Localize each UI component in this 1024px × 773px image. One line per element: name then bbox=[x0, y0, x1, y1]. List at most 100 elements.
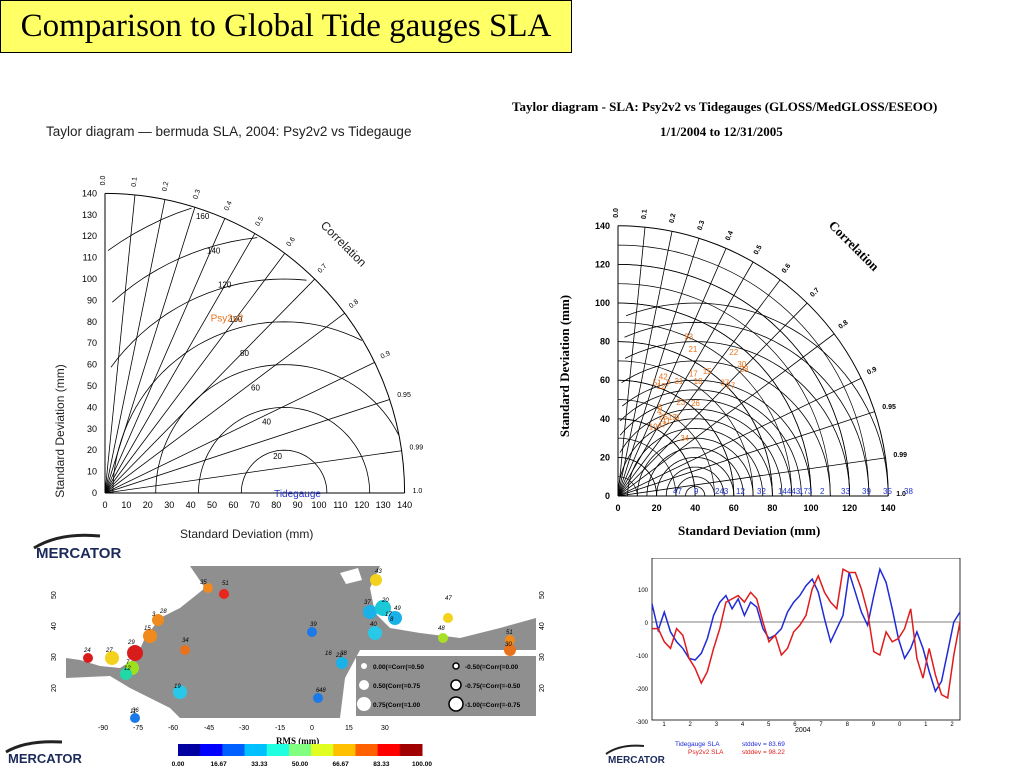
station-point-label: 15 bbox=[703, 367, 712, 376]
mercator-brand-text-ts: MERCATOR bbox=[608, 755, 666, 766]
station-number-label: 20 bbox=[381, 598, 389, 604]
taylor-rms-arc bbox=[622, 379, 812, 497]
reference-axis-label: 33 bbox=[841, 487, 850, 496]
left-taylor-correlation-label: Correlation bbox=[318, 218, 369, 269]
timeseries-month-tick: 0 bbox=[898, 722, 902, 728]
timeseries-y-tick: 100 bbox=[638, 588, 649, 594]
map-lon-tick: 0 bbox=[310, 725, 314, 732]
station-marker bbox=[173, 685, 187, 699]
taylor-corr-tick-label: 0.0 bbox=[100, 176, 107, 186]
map-lat-tick-right: 50 bbox=[539, 591, 546, 599]
map-lat-tick-right: 30 bbox=[539, 653, 546, 661]
timeseries-xlabel: 2004 bbox=[795, 727, 811, 734]
taylor-x-tick: 10 bbox=[121, 500, 131, 510]
mercator-brand-text: MERCATOR bbox=[36, 545, 121, 562]
station-number-label: 43 bbox=[375, 569, 382, 575]
station-point-label: 28 bbox=[740, 365, 749, 374]
station-point-label: 21 bbox=[688, 345, 697, 354]
map-lat-tick-left: 40 bbox=[51, 622, 58, 630]
station-point-label: 37 bbox=[720, 379, 729, 388]
taylor-x-tick: 140 bbox=[881, 503, 896, 513]
reference-axis-label: 38 bbox=[904, 487, 913, 496]
station-number-label: 11 bbox=[130, 709, 136, 715]
taylor-corr-line bbox=[104, 278, 316, 494]
tidegauge-sla-line bbox=[651, 566, 961, 694]
map-lon-tick: -45 bbox=[204, 725, 214, 732]
taylor-y-tick: 30 bbox=[87, 424, 97, 434]
legend-marker-positive bbox=[361, 663, 367, 669]
taylor-x-tick: 140 bbox=[397, 500, 412, 510]
left-taylor-panel: Taylor diagram — bermuda SLA, 2004: Psy2… bbox=[18, 86, 502, 554]
colorbar-segment bbox=[222, 744, 246, 756]
station-number-label: 16 bbox=[325, 651, 332, 657]
station-marker bbox=[83, 653, 93, 663]
timeseries-month-tick: 1 bbox=[662, 722, 666, 728]
taylor-corr-line bbox=[104, 362, 375, 494]
station-marker bbox=[130, 713, 140, 723]
taylor-y-tick: 0 bbox=[92, 488, 97, 498]
taylor-corr-tick-label: 0.1 bbox=[641, 209, 649, 219]
taylor-corr-tick-label: 0.99 bbox=[410, 445, 424, 452]
taylor-y-tick: 70 bbox=[87, 338, 97, 348]
taylor-corr-tick-label: 0.2 bbox=[669, 213, 678, 224]
timeseries-legend-stat: stddev = 83.69 bbox=[742, 741, 785, 748]
legend-label-negative: -1.00(=Corr(=-0.75 bbox=[465, 702, 521, 709]
station-point-label: 7 bbox=[666, 379, 671, 388]
station-number-label: 35 bbox=[200, 580, 207, 586]
station-point-label: 23 bbox=[676, 398, 685, 407]
reference-axis-label: 2 bbox=[820, 487, 825, 496]
station-point-label: 47 bbox=[658, 420, 667, 429]
colorbar-segment bbox=[399, 744, 423, 756]
timeseries-y-tick: 0 bbox=[645, 621, 649, 627]
taylor-x-tick: 130 bbox=[376, 500, 391, 510]
colorbar-segment bbox=[311, 744, 334, 756]
taylor-rms-arc bbox=[110, 278, 307, 368]
station-number-label: 7 bbox=[126, 660, 130, 666]
station-number-label: 24 bbox=[83, 648, 91, 654]
station-marker bbox=[370, 574, 382, 586]
taylor-std-arc bbox=[617, 360, 754, 497]
taylor-std-arc bbox=[617, 457, 657, 497]
map-lon-tick: -90 bbox=[98, 725, 108, 732]
taylor-rms-arc bbox=[198, 406, 371, 494]
taylor-corr-line bbox=[104, 312, 345, 494]
right-taylor-title: Taylor diagram - SLA: Psy2v2 vs Tidegaug… bbox=[512, 99, 937, 114]
map-lon-tick: 15 bbox=[345, 725, 353, 732]
mercator-brand-text-bottom: MERCATOR bbox=[8, 751, 83, 766]
taylor-std-arc bbox=[617, 476, 638, 497]
station-point-label: 19 bbox=[649, 422, 658, 431]
colorbar-segment bbox=[178, 744, 201, 756]
rms-tick-label: 80 bbox=[240, 349, 249, 358]
reference-axis-label: 35 bbox=[883, 487, 892, 496]
taylor-corr-tick-label: 0.6 bbox=[286, 236, 298, 248]
taylor-std-arc bbox=[617, 418, 696, 497]
taylor-x-tick: 30 bbox=[164, 500, 174, 510]
station-point-label: 13 bbox=[668, 413, 677, 422]
station-marker bbox=[203, 583, 213, 593]
psy2v2-point-label: Psy2v2 bbox=[211, 313, 244, 324]
taylor-y-tick: 110 bbox=[83, 253, 97, 263]
station-marker bbox=[363, 605, 377, 619]
colorbar-segment bbox=[377, 744, 401, 756]
map-panel: 43 35 51 37 20 49 47 39 40 48 51 3 15 29 34 27 24 7 12 19 6 1… bbox=[40, 558, 560, 768]
taylor-y-tick: 90 bbox=[87, 295, 97, 305]
station-number-label: 34 bbox=[182, 638, 189, 644]
timeseries-frame bbox=[651, 557, 961, 721]
station-number-label: 47 bbox=[445, 596, 452, 602]
rms-tick-label: 160 bbox=[196, 212, 210, 221]
taylor-x-tick: 80 bbox=[767, 503, 777, 513]
taylor-corr-tick-label: 0.5 bbox=[753, 244, 764, 256]
taylor-corr-tick-label: 0.5 bbox=[254, 216, 265, 228]
taylor-rms-arc bbox=[646, 447, 744, 497]
rms-tick-label: 120 bbox=[218, 281, 232, 290]
taylor-corr-tick-label: 0.8 bbox=[838, 319, 850, 331]
taylor-outer-arc bbox=[617, 225, 889, 497]
station-marker bbox=[336, 657, 348, 669]
station-number-label: 3 bbox=[152, 612, 156, 618]
taylor-corr-tick-label: 0.4 bbox=[223, 200, 233, 212]
colorbar-segment bbox=[355, 744, 379, 756]
colorbar-segment bbox=[200, 744, 223, 756]
psy2v2-sla-line bbox=[652, 568, 961, 700]
right-taylor-panel: Taylor diagram - SLA: Psy2v2 vs Tidegaug… bbox=[510, 86, 1024, 558]
station-point-label: 30 bbox=[737, 360, 746, 369]
